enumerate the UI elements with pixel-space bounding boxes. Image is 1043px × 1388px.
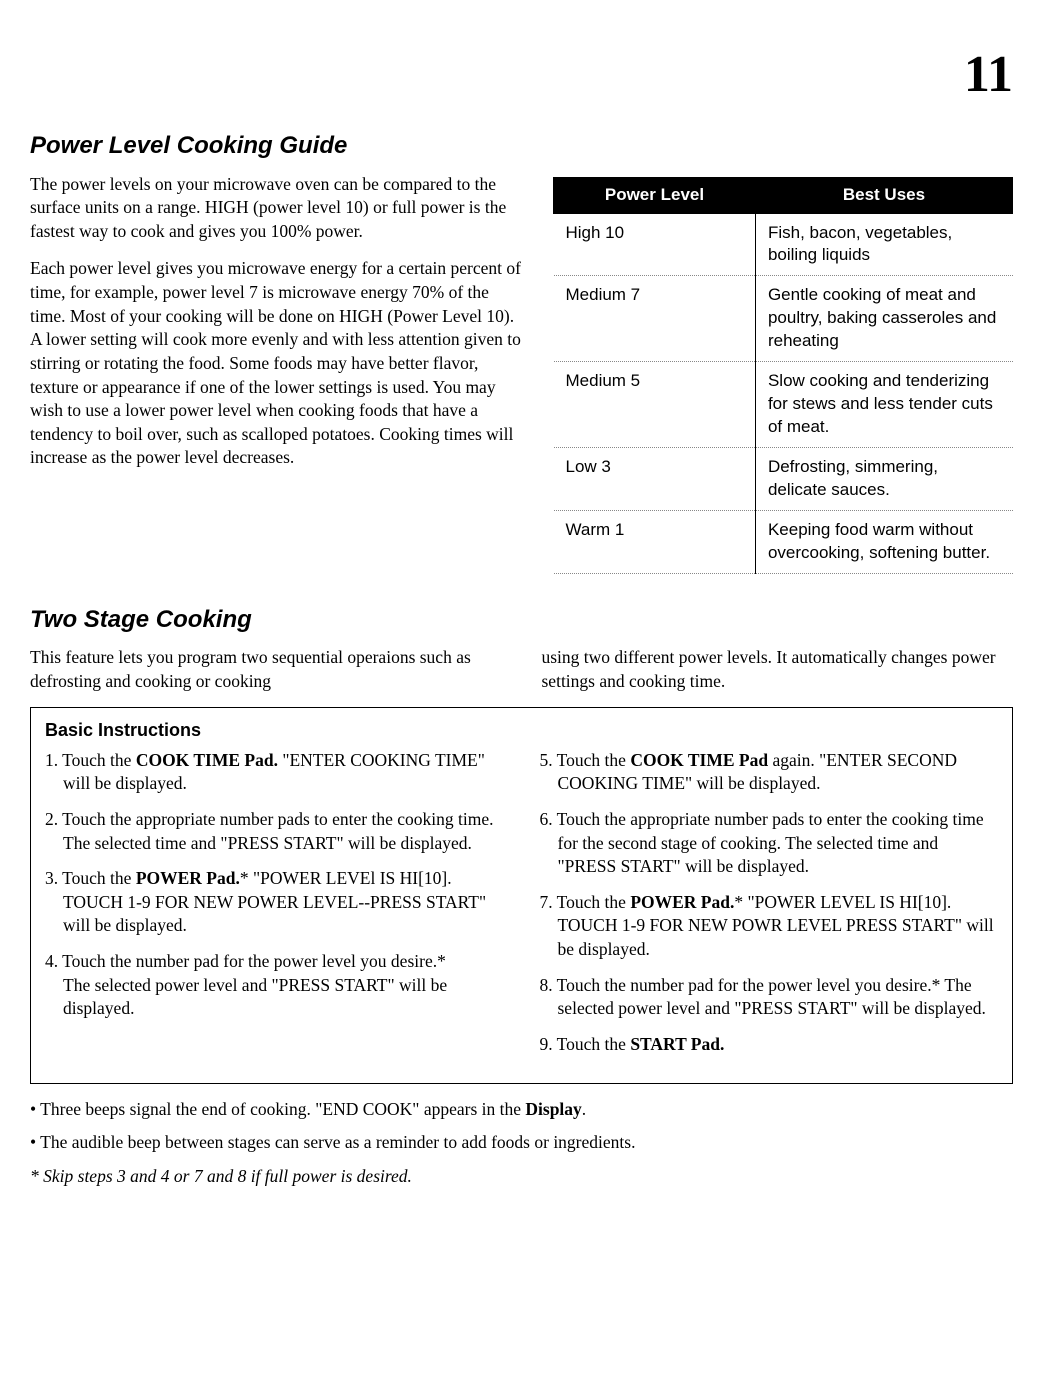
para2: Each power level gives you microwave ene…: [30, 257, 523, 470]
note1-b: Display: [525, 1099, 581, 1119]
step7-b: POWER Pad.: [630, 892, 734, 912]
note-2: • The audible beep between stages can se…: [30, 1131, 1013, 1155]
step4-a: 4. Touch the number pad for the power le…: [45, 951, 446, 971]
cell-uses: Slow cooking and tenderizing for stews a…: [755, 362, 1012, 448]
step-1: 1. Touch the COOK TIME Pad. "ENTER COOKI…: [45, 749, 504, 796]
cell-level: Warm 1: [554, 510, 756, 573]
step7-a: 7. Touch the: [540, 892, 631, 912]
step4-b: The selected power level and "PRESS STAR…: [63, 974, 504, 1021]
para1: The power levels on your microwave oven …: [30, 173, 523, 244]
step5-a: 5. Touch the: [540, 750, 631, 770]
instructions-col-right: 5. Touch the COOK TIME Pad again. "ENTER…: [540, 749, 999, 1069]
th-power-level: Power Level: [554, 177, 756, 213]
power-level-table: Power Level Best Uses High 10 Fish, baco…: [553, 177, 1013, 574]
power-level-table-wrap: Power Level Best Uses High 10 Fish, baco…: [553, 173, 1013, 574]
table-row: Medium 5 Slow cooking and tenderizing fo…: [554, 362, 1013, 448]
table-row: High 10 Fish, bacon, vegetables, boiling…: [554, 213, 1013, 276]
step9-a: 9. Touch the: [540, 1034, 631, 1054]
instructions-box: Basic Instructions 1. Touch the COOK TIM…: [30, 707, 1013, 1083]
step3-b: POWER Pad.: [136, 868, 240, 888]
step5-b: COOK TIME Pad: [630, 750, 768, 770]
section2-title: Two Stage Cooking: [30, 604, 1013, 636]
step-3: 3. Touch the POWER Pad.* "POWER LEVEl IS…: [45, 867, 504, 938]
step-7: 7. Touch the POWER Pad.* "POWER LEVEL IS…: [540, 891, 999, 962]
step-9: 9. Touch the START Pad.: [540, 1033, 999, 1057]
note1-a: • Three beeps signal the end of cooking.…: [30, 1099, 525, 1119]
step-5: 5. Touch the COOK TIME Pad again. "ENTER…: [540, 749, 999, 796]
step-4: 4. Touch the number pad for the power le…: [45, 950, 504, 1021]
step3-a: 3. Touch the: [45, 868, 136, 888]
instructions-title: Basic Instructions: [45, 718, 998, 742]
step-8: 8. Touch the number pad for the power le…: [540, 974, 999, 1021]
footnote: * Skip steps 3 and 4 or 7 and 8 if full …: [30, 1165, 1013, 1189]
cell-level: Low 3: [554, 448, 756, 511]
table-row: Low 3 Defrosting, simmering, delicate sa…: [554, 448, 1013, 511]
cell-uses: Keeping food warm without overcooking, s…: [755, 510, 1012, 573]
cell-level: Medium 5: [554, 362, 756, 448]
instructions-columns: 1. Touch the COOK TIME Pad. "ENTER COOKI…: [45, 749, 998, 1069]
step-6: 6. Touch the appropriate number pads to …: [540, 808, 999, 879]
step1-b: COOK TIME Pad.: [136, 750, 278, 770]
cell-uses: Gentle cooking of meat and poultry, baki…: [755, 276, 1012, 362]
cell-uses: Fish, bacon, vegetables, boiling liquids: [755, 213, 1012, 276]
note-1: • Three beeps signal the end of cooking.…: [30, 1098, 1013, 1122]
th-best-uses: Best Uses: [755, 177, 1012, 213]
section1-title: Power Level Cooking Guide: [30, 130, 1013, 162]
instructions-col-left: 1. Touch the COOK TIME Pad. "ENTER COOKI…: [45, 749, 504, 1069]
table-row: Warm 1 Keeping food warm without overcoo…: [554, 510, 1013, 573]
power-level-section: The power levels on your microwave oven …: [30, 173, 1013, 574]
step9-b: START Pad.: [630, 1034, 724, 1054]
power-level-text: The power levels on your microwave oven …: [30, 173, 523, 574]
notes-section: • Three beeps signal the end of cooking.…: [30, 1098, 1013, 1189]
intro-left: This feature lets you program two sequen…: [30, 646, 502, 693]
two-stage-intro: This feature lets you program two sequen…: [30, 646, 1013, 693]
intro-right: using two different power levels. It aut…: [542, 646, 1014, 693]
cell-level: High 10: [554, 213, 756, 276]
cell-uses: Defrosting, simmering, delicate sauces.: [755, 448, 1012, 511]
note1-c: .: [582, 1099, 586, 1119]
cell-level: Medium 7: [554, 276, 756, 362]
step1-a: 1. Touch the: [45, 750, 136, 770]
table-row: Medium 7 Gentle cooking of meat and poul…: [554, 276, 1013, 362]
page-number: 11: [30, 40, 1013, 110]
step-2: 2. Touch the appropriate number pads to …: [45, 808, 504, 855]
